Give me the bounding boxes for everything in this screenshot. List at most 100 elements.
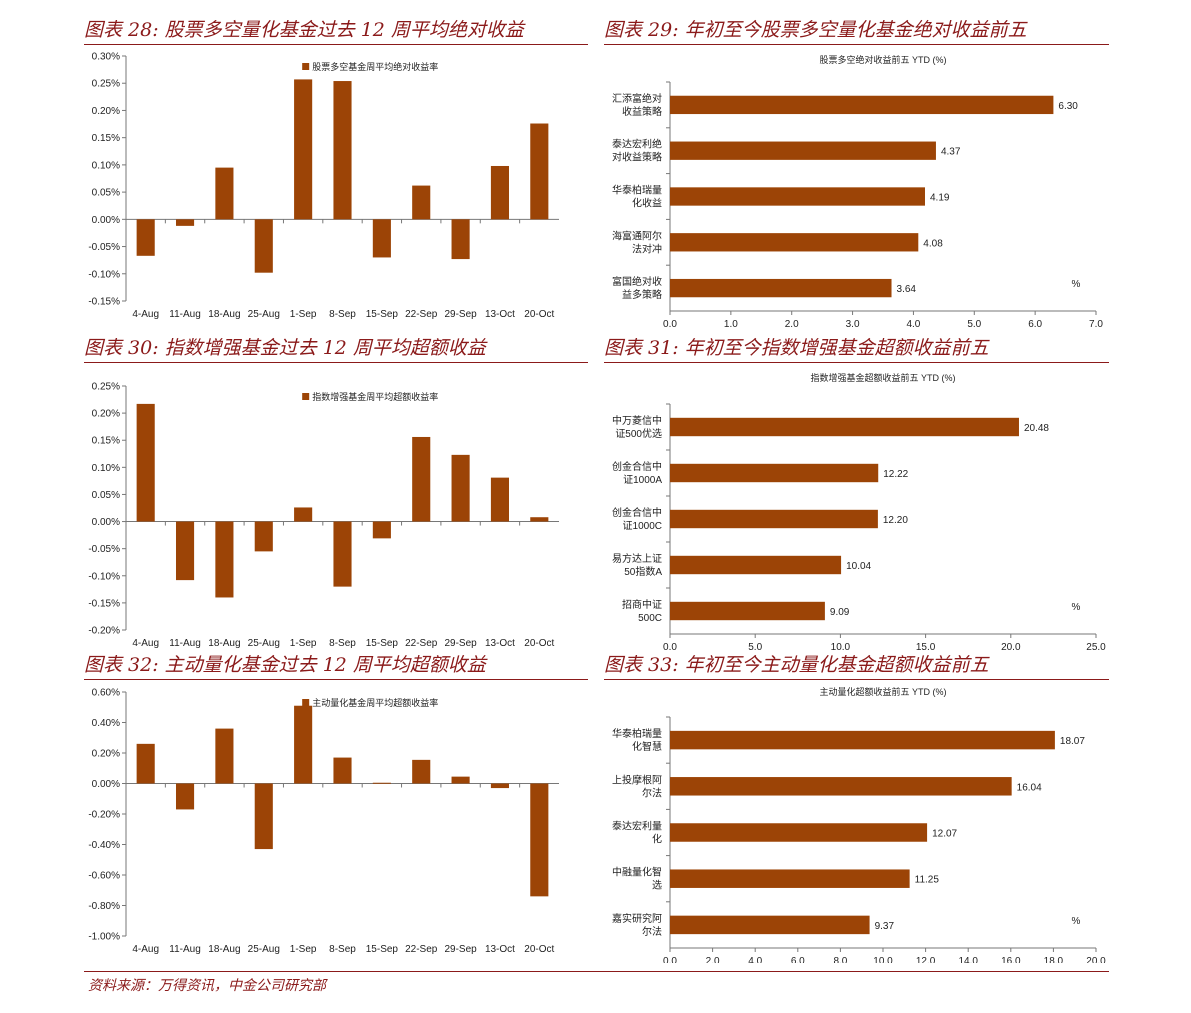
bar-chart-fig30: -0.20% -0.15% -0.10% -0.05% 0.00% 0.05% 0.10% 0… — [88, 382, 559, 649]
y-tick-label: 0.05% — [92, 490, 120, 501]
y-category-label: 50指数A — [624, 565, 662, 578]
bar-value-label: 4.08 — [923, 238, 943, 249]
bar-11-Aug — [175, 521, 195, 581]
y-tick-label: -0.15% — [88, 598, 120, 609]
x-tick-label: 0.0 — [663, 642, 677, 652]
x-tick-label: 18.0 — [1044, 956, 1064, 963]
bar-创金合信中证1000A — [670, 463, 879, 483]
panel-fig29: 图表 29: 年初至今股票多空量化基金绝对收益前五 股票多空绝对收益前五 YTD… — [604, 16, 1109, 328]
legend-swatch — [302, 63, 310, 70]
x-tick-label: 0.0 — [663, 956, 677, 963]
x-tick-label: 13-Oct — [485, 309, 515, 320]
y-tick-label: -0.80% — [88, 901, 120, 912]
x-tick-label: 15-Sep — [366, 638, 399, 649]
bar-4-Aug — [136, 403, 155, 522]
x-tick-label: 20-Oct — [524, 944, 554, 955]
x-tick-label: 4-Aug — [132, 944, 159, 955]
unit-label: % — [1072, 602, 1081, 613]
x-tick-label: 0.0 — [663, 319, 677, 328]
x-tick-label: 4-Aug — [132, 309, 159, 320]
y-category-label: 汇添富绝对 — [612, 92, 662, 105]
hbar-chart-fig31: 指数增强基金超额收益前五 YTD (%) 0.0 5.0 10.0 15.0 20.0 25… — [612, 372, 1106, 652]
y-category-label: 尔法 — [642, 786, 662, 799]
panel-fig31: 图表 31: 年初至今指数增强基金超额收益前五 指数增强基金超额收益前五 YTD… — [604, 334, 1109, 652]
y-tick-label: 0.00% — [92, 215, 120, 226]
bar-chart-fig32: -1.00% -0.80% -0.60% -0.40% -0.20% 0.00% 0.20%… — [88, 688, 559, 955]
y-tick-label: -1.00% — [88, 932, 120, 943]
panel-fig28: 图表 28: 股票多空量化基金过去 12 周平均绝对收益 -0.15% -0.10… — [84, 16, 588, 328]
bar-4-Aug — [136, 743, 155, 784]
x-tick-label: 12.0 — [916, 956, 936, 963]
bar-29-Sep — [451, 219, 470, 260]
bar-22-Sep — [412, 185, 431, 220]
legend-label: 主动量化基金周平均超额收益率 — [312, 697, 438, 708]
bar-18-Aug — [215, 167, 234, 220]
chart-title-fig33: 图表 33: 年初至今主动量化基金超额收益前五 — [604, 651, 1109, 680]
bar-value-label: 12.20 — [883, 515, 908, 526]
bar-13-Oct — [490, 165, 510, 220]
x-tick-label: 2.0 — [785, 319, 799, 328]
x-tick-label: 1-Sep — [290, 309, 317, 320]
legend-swatch — [302, 393, 310, 400]
y-tick-label: 0.10% — [92, 160, 120, 171]
bar-中融量化智选 — [670, 869, 910, 888]
y-category-label: 富国绝对收 — [612, 275, 662, 288]
x-tick-label: 1.0 — [724, 319, 738, 328]
legend-label: 股票多空基金周平均绝对收益率 — [312, 61, 438, 72]
bar-value-label: 20.48 — [1024, 423, 1049, 434]
bar-中万菱信中证500优选 — [670, 417, 1019, 437]
x-tick-label: 29-Sep — [444, 944, 477, 955]
x-tick-label: 10.0 — [831, 642, 851, 652]
bar-20-Oct — [530, 517, 549, 522]
bar-13-Oct — [490, 477, 510, 522]
x-tick-label: 20-Oct — [524, 309, 554, 320]
bar-value-label: 4.37 — [941, 147, 961, 158]
y-tick-label: 0.40% — [92, 718, 120, 729]
bar-20-Oct — [530, 783, 549, 897]
x-tick-label: 7.0 — [1089, 319, 1103, 328]
bar-18-Aug — [215, 521, 234, 598]
x-tick-label: 13-Oct — [485, 944, 515, 955]
y-category-label: 泰达宏利绝 — [612, 138, 662, 151]
x-tick-label: 15.0 — [916, 642, 936, 652]
bar-上投摩根阿尔法 — [670, 777, 1012, 796]
bar-1-Sep — [294, 705, 313, 784]
x-tick-label: 25-Aug — [248, 944, 280, 955]
bar-泰达宏利绝对收益策略 — [670, 141, 936, 160]
y-category-label: 证1000A — [623, 474, 662, 486]
chart-subtitle: 主动量化超额收益前五 YTD (%) — [820, 686, 947, 697]
bar-15-Sep — [372, 521, 391, 539]
bar-22-Sep — [412, 436, 431, 522]
y-category-label: 创金合信中 — [612, 460, 662, 473]
chart-title-fig28: 图表 28: 股票多空量化基金过去 12 周平均绝对收益 — [84, 16, 588, 45]
bar-海富通阿尔法对冲 — [670, 233, 919, 252]
y-category-label: 化智慧 — [632, 740, 662, 753]
y-tick-label: 0.10% — [92, 463, 120, 474]
y-tick-label: -0.15% — [88, 297, 120, 308]
x-tick-label: 8-Sep — [329, 309, 356, 320]
bar-25-Aug — [254, 219, 273, 273]
x-tick-label: 5.0 — [748, 642, 762, 652]
bar-22-Sep — [412, 759, 431, 784]
bar-chart-fig28: -0.15% -0.10% -0.05% 0.00% 0.05% 0.10% 0.15% 0.… — [88, 52, 559, 320]
x-tick-label: 11-Aug — [169, 309, 201, 320]
bar-value-label: 12.07 — [932, 829, 957, 840]
y-category-label: 易方达上证 — [612, 552, 662, 565]
bar-18-Aug — [215, 728, 234, 784]
footer-divider — [84, 971, 1109, 972]
bar-8-Sep — [333, 757, 352, 784]
bar-29-Sep — [451, 454, 470, 522]
unit-label: % — [1072, 916, 1081, 927]
y-tick-label: 0.25% — [92, 79, 120, 90]
y-tick-label: -0.10% — [88, 269, 120, 280]
y-tick-label: -0.05% — [88, 242, 120, 253]
y-category-label: 化 — [652, 833, 662, 846]
panel-fig32: 图表 32: 主动量化基金过去 12 周平均超额收益 -1.00% -0.80% -… — [84, 651, 588, 963]
x-tick-label: 18-Aug — [208, 638, 240, 649]
x-tick-label: 6.0 — [791, 956, 805, 963]
y-tick-label: 0.00% — [92, 779, 120, 790]
y-category-label: 中融量化智 — [612, 866, 662, 879]
y-category-label: 尔法 — [642, 925, 662, 938]
bar-25-Aug — [254, 521, 273, 552]
x-tick-label: 18-Aug — [208, 309, 240, 320]
